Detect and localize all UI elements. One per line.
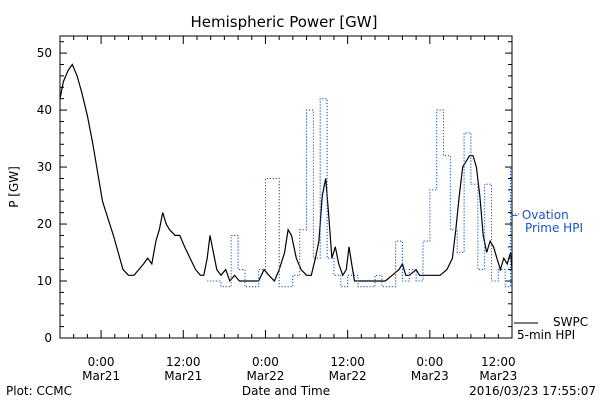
y-tick-label: 20 [37, 217, 52, 231]
x-tick-label-date: Mar22 [329, 369, 367, 383]
legend-swpc-label: SWPC [553, 315, 588, 329]
swpc-series [59, 63, 513, 283]
y-tick-label: 10 [37, 274, 52, 288]
x-tick-label-time: 12:00 [481, 355, 516, 369]
y-tick-label: 0 [44, 331, 52, 345]
y-tick-label: 30 [37, 160, 52, 174]
legend-ovation-label-2: Prime HPI [525, 221, 583, 235]
y-tick-label: 40 [37, 103, 52, 117]
plot-frame [59, 35, 513, 339]
x-tick-label-time: 0:00 [252, 355, 279, 369]
x-tick-label-time: 0:00 [88, 355, 115, 369]
plot-credit: Plot: CCMC [6, 384, 72, 398]
legend-ovation-label: – Ovation [512, 208, 569, 222]
series-layer [59, 63, 513, 288]
x-tick-label-time: 12:00 [166, 355, 201, 369]
ovation-prime-series [207, 98, 512, 288]
x-tick-label-date: Mar22 [246, 369, 284, 383]
y-tick-label: 50 [37, 46, 52, 60]
x-tick-label-time: 12:00 [330, 355, 365, 369]
x-tick-labels: 0:00Mar2112:00Mar210:00Mar2212:00Mar220:… [82, 355, 517, 383]
y-tick-labels: 0 10 20 30 40 50 [37, 46, 52, 345]
x-tick-label-date: Mar21 [82, 369, 120, 383]
plot-timestamp: 2016/03/23 17:55:07 [469, 384, 596, 398]
y-axis-label: P [GW] [7, 166, 21, 208]
x-tick-label-time: 0:00 [416, 355, 443, 369]
x-tick-label-date: Mar23 [479, 369, 517, 383]
x-axis-label: Date and Time [242, 384, 330, 398]
x-tick-label-date: Mar23 [411, 369, 449, 383]
chart-title: Hemispheric Power [GW] [191, 13, 378, 31]
axis-ticks [60, 36, 513, 339]
legend-swpc-label-2: 5-min HPI [517, 328, 575, 342]
x-tick-label-date: Mar21 [164, 369, 202, 383]
